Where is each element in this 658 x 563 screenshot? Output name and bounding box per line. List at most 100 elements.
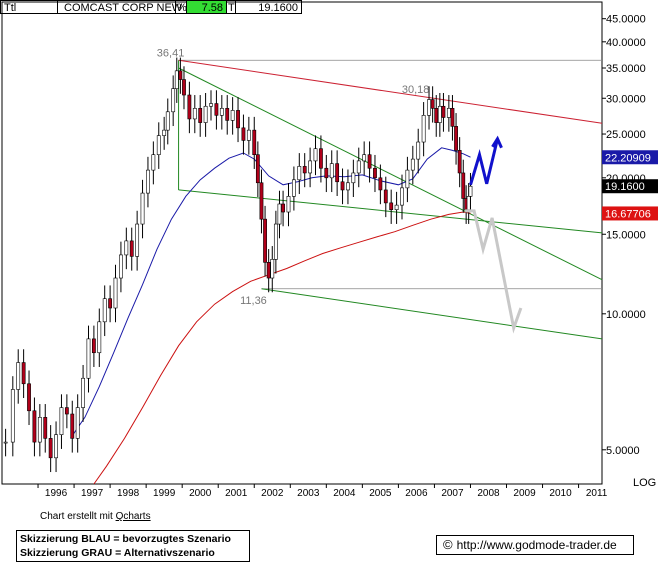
log-scale-label: LOG bbox=[633, 477, 656, 489]
price-candle bbox=[266, 262, 271, 279]
plot-area: 45.000040.000035.000030.000025.000020.00… bbox=[1, 1, 658, 499]
price-candle bbox=[171, 88, 176, 113]
price-candle bbox=[394, 204, 399, 210]
price-label: 19.1600 bbox=[605, 181, 645, 193]
price-candle bbox=[230, 110, 235, 121]
trend-line bbox=[261, 288, 603, 340]
price-candle bbox=[102, 298, 107, 323]
price-candle bbox=[308, 160, 313, 174]
price-candle bbox=[178, 70, 183, 80]
price-candle bbox=[54, 434, 58, 459]
price-candle bbox=[10, 389, 15, 443]
price-candle bbox=[416, 141, 421, 160]
price-candle bbox=[64, 407, 69, 415]
price-candle bbox=[437, 105, 442, 123]
price-candle bbox=[192, 108, 197, 120]
x-tick-label: 1998 bbox=[117, 488, 140, 499]
price-candle bbox=[346, 182, 350, 191]
price-annotation: 11,36 bbox=[240, 295, 267, 307]
symbol-cell: Ttl bbox=[0, 0, 58, 14]
price-candle bbox=[383, 189, 388, 204]
price-candle bbox=[32, 410, 37, 443]
price-candle bbox=[461, 172, 466, 199]
y-tick-label: 5.0000 bbox=[606, 445, 640, 457]
price-candle bbox=[91, 338, 96, 354]
percent-label-cell: % bbox=[176, 0, 187, 14]
price-candle bbox=[146, 169, 150, 194]
price-candle bbox=[252, 129, 257, 155]
price-annotation: 36,41 bbox=[157, 47, 185, 59]
price-candle bbox=[129, 240, 134, 257]
scenario-blue-path bbox=[469, 138, 499, 186]
price-candle bbox=[70, 413, 75, 439]
price-candle bbox=[340, 181, 345, 191]
price-candle bbox=[48, 438, 53, 459]
price-annotation: 30,18 bbox=[402, 84, 430, 96]
price-candle bbox=[329, 163, 334, 179]
price-candle bbox=[81, 377, 85, 408]
x-tick-label: 2011 bbox=[586, 488, 608, 499]
price-candle bbox=[21, 362, 26, 385]
price-candle bbox=[281, 203, 285, 213]
price-candle bbox=[454, 126, 458, 151]
price-candle bbox=[59, 407, 64, 435]
x-tick-label: 2001 bbox=[225, 488, 248, 499]
y-tick-label: 30.0000 bbox=[606, 93, 646, 105]
price-candle bbox=[270, 259, 275, 279]
price-candle bbox=[27, 383, 31, 412]
quote-header: Ttl COMCAST CORP NEW % 7.58 T 19.1600 bbox=[0, 0, 302, 15]
price-candle bbox=[3, 441, 8, 444]
copyright-icon: © bbox=[443, 537, 453, 552]
price-candle bbox=[450, 108, 455, 127]
price-candle bbox=[291, 179, 296, 197]
scenario-grey-path bbox=[465, 209, 523, 334]
price-candle bbox=[441, 105, 446, 118]
price-candle bbox=[434, 108, 439, 123]
price-candle bbox=[182, 79, 186, 96]
trend-line bbox=[178, 67, 603, 281]
price-candle bbox=[43, 417, 48, 439]
price-candle bbox=[362, 154, 367, 162]
price-candle bbox=[286, 196, 291, 213]
price-candle bbox=[162, 129, 167, 136]
price-candle bbox=[156, 135, 161, 155]
y-tick-label: 40.0000 bbox=[606, 37, 646, 49]
price-candle bbox=[302, 166, 307, 174]
price-candle bbox=[263, 218, 267, 263]
price-candle bbox=[225, 108, 230, 121]
x-tick-label: 2000 bbox=[189, 488, 212, 499]
price-candle bbox=[37, 417, 42, 443]
plot-frame bbox=[1, 1, 603, 485]
price-candle bbox=[209, 103, 213, 107]
price-label-box bbox=[602, 179, 658, 194]
credit-tool-link[interactable]: Qcharts bbox=[115, 511, 151, 522]
price-candle bbox=[405, 169, 410, 189]
ma-long-line bbox=[93, 211, 471, 485]
price-candle bbox=[165, 111, 170, 131]
source-url-link[interactable]: http://www.godmode-trader.de bbox=[456, 538, 617, 552]
price-candle bbox=[277, 203, 282, 225]
price-label-box bbox=[602, 150, 658, 165]
price-candle bbox=[119, 254, 123, 279]
t-label-cell: T bbox=[227, 0, 236, 14]
price-candle bbox=[324, 167, 329, 179]
y-tick-label: 25.0000 bbox=[606, 129, 646, 141]
percent-change-cell: 7.58 bbox=[187, 0, 227, 14]
y-tick-label: 35.0000 bbox=[606, 63, 646, 75]
price-candle bbox=[410, 158, 415, 171]
x-tick-label: 2009 bbox=[513, 488, 536, 499]
x-tick-label: 1996 bbox=[45, 488, 68, 499]
x-tick-label: 1997 bbox=[81, 488, 104, 499]
price-candle bbox=[356, 160, 361, 174]
legend-grey-scenario: Skizzierung GRAU = Alternativszenario bbox=[20, 547, 215, 559]
price-candle bbox=[241, 127, 246, 141]
trend-line bbox=[178, 189, 603, 234]
x-tick-label: 2010 bbox=[549, 488, 572, 499]
price-candle bbox=[400, 187, 404, 206]
price-candle bbox=[198, 108, 203, 123]
x-tick-label: 2005 bbox=[369, 488, 392, 499]
price-candle bbox=[75, 407, 80, 439]
price-candle bbox=[430, 99, 435, 109]
y-tick-label: 10.0000 bbox=[606, 309, 646, 321]
